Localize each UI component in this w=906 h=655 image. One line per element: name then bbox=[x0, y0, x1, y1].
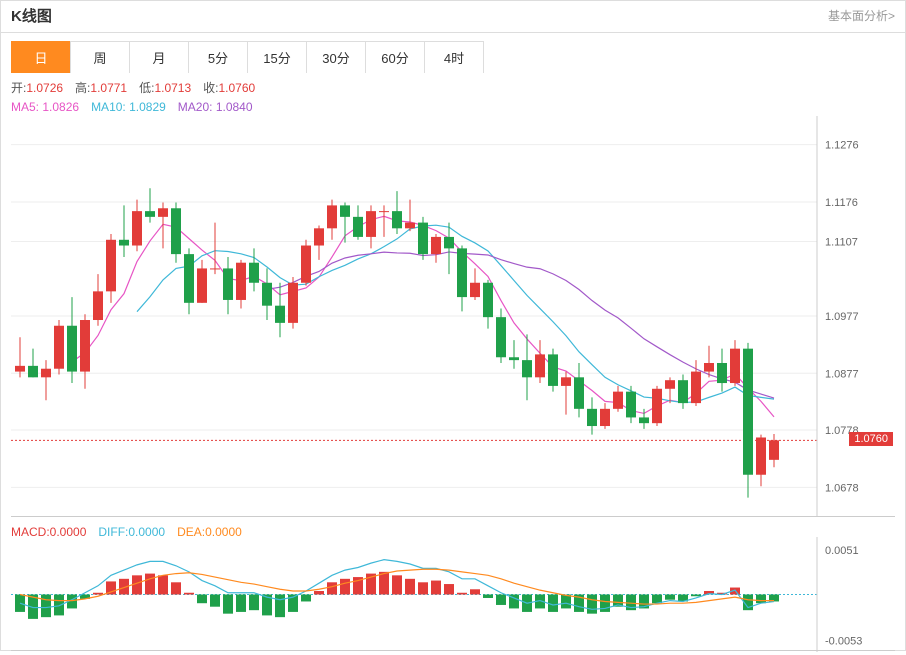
fundamental-analysis-link[interactable]: 基本面分析> bbox=[828, 7, 895, 24]
ma5-value: 1.0826 bbox=[42, 100, 79, 114]
ma5-label: MA5: bbox=[11, 100, 39, 114]
tab-5分[interactable]: 5分 bbox=[188, 41, 248, 73]
ma-readout: MA5: 1.0826 MA10: 1.0829 MA20: 1.0840 bbox=[11, 98, 895, 116]
diff-label: DIFF: bbox=[98, 525, 128, 539]
close-value: 1.0760 bbox=[218, 81, 255, 95]
macd-readout: MACD:0.0000 DIFF:0.0000 DEA:0.0000 bbox=[11, 523, 242, 541]
ma10-label: MA10: bbox=[91, 100, 126, 114]
svg-text:1.0678: 1.0678 bbox=[825, 482, 859, 494]
svg-text:1.1107: 1.1107 bbox=[825, 237, 858, 249]
low-label: 低: bbox=[139, 81, 154, 95]
macd-value: 0.0000 bbox=[50, 525, 87, 539]
dea-value: 0.0000 bbox=[205, 525, 242, 539]
diff-value: 0.0000 bbox=[128, 525, 165, 539]
chart-title: K线图 bbox=[11, 5, 52, 26]
tab-4时[interactable]: 4时 bbox=[424, 41, 484, 73]
ma10-value: 1.0829 bbox=[129, 100, 166, 114]
svg-text:1.0877: 1.0877 bbox=[825, 368, 859, 380]
svg-text:0.0051: 0.0051 bbox=[825, 545, 859, 557]
macd-svg: 0.0051 -0.0053 bbox=[11, 537, 877, 652]
tab-月[interactable]: 月 bbox=[129, 41, 189, 73]
tab-15分[interactable]: 15分 bbox=[247, 41, 307, 73]
high-value: 1.0771 bbox=[90, 81, 127, 95]
svg-text:1.1176: 1.1176 bbox=[825, 197, 858, 209]
candlestick-chart[interactable]: 1.12761.11761.11071.09771.08771.07781.06… bbox=[11, 116, 895, 517]
current-price-tag: 1.0760 bbox=[849, 432, 893, 446]
tab-30分[interactable]: 30分 bbox=[306, 41, 366, 73]
high-label: 高: bbox=[75, 81, 90, 95]
macd-label: MACD: bbox=[11, 525, 50, 539]
chart-zone: 开:1.0726 高:1.0771 低:1.0713 收:1.0760 MA5:… bbox=[1, 73, 905, 655]
timeframe-tabs: 日周月5分15分30分60分4时 bbox=[1, 33, 905, 73]
tab-日[interactable]: 日 bbox=[11, 41, 71, 73]
ma20-value: 1.0840 bbox=[216, 100, 253, 114]
kline-container: K线图 基本面分析> 日周月5分15分30分60分4时 开:1.0726 高:1… bbox=[0, 0, 906, 651]
open-label: 开: bbox=[11, 81, 26, 95]
tab-60分[interactable]: 60分 bbox=[365, 41, 425, 73]
low-value: 1.0713 bbox=[154, 81, 191, 95]
candle-svg: 1.12761.11761.11071.09771.08771.07781.06… bbox=[11, 116, 877, 516]
tab-周[interactable]: 周 bbox=[70, 41, 130, 73]
dea-label: DEA: bbox=[177, 525, 205, 539]
open-value: 1.0726 bbox=[26, 81, 63, 95]
ma20-label: MA20: bbox=[178, 100, 213, 114]
close-label: 收: bbox=[203, 81, 218, 95]
ohlc-readout: 开:1.0726 高:1.0771 低:1.0713 收:1.0760 bbox=[11, 77, 895, 98]
svg-text:1.0977: 1.0977 bbox=[825, 311, 859, 323]
macd-chart[interactable]: MACD:0.0000 DIFF:0.0000 DEA:0.0000 0.005… bbox=[11, 521, 895, 651]
svg-text:1.1276: 1.1276 bbox=[825, 140, 859, 152]
header: K线图 基本面分析> bbox=[1, 1, 905, 33]
svg-text:-0.0053: -0.0053 bbox=[825, 636, 862, 648]
